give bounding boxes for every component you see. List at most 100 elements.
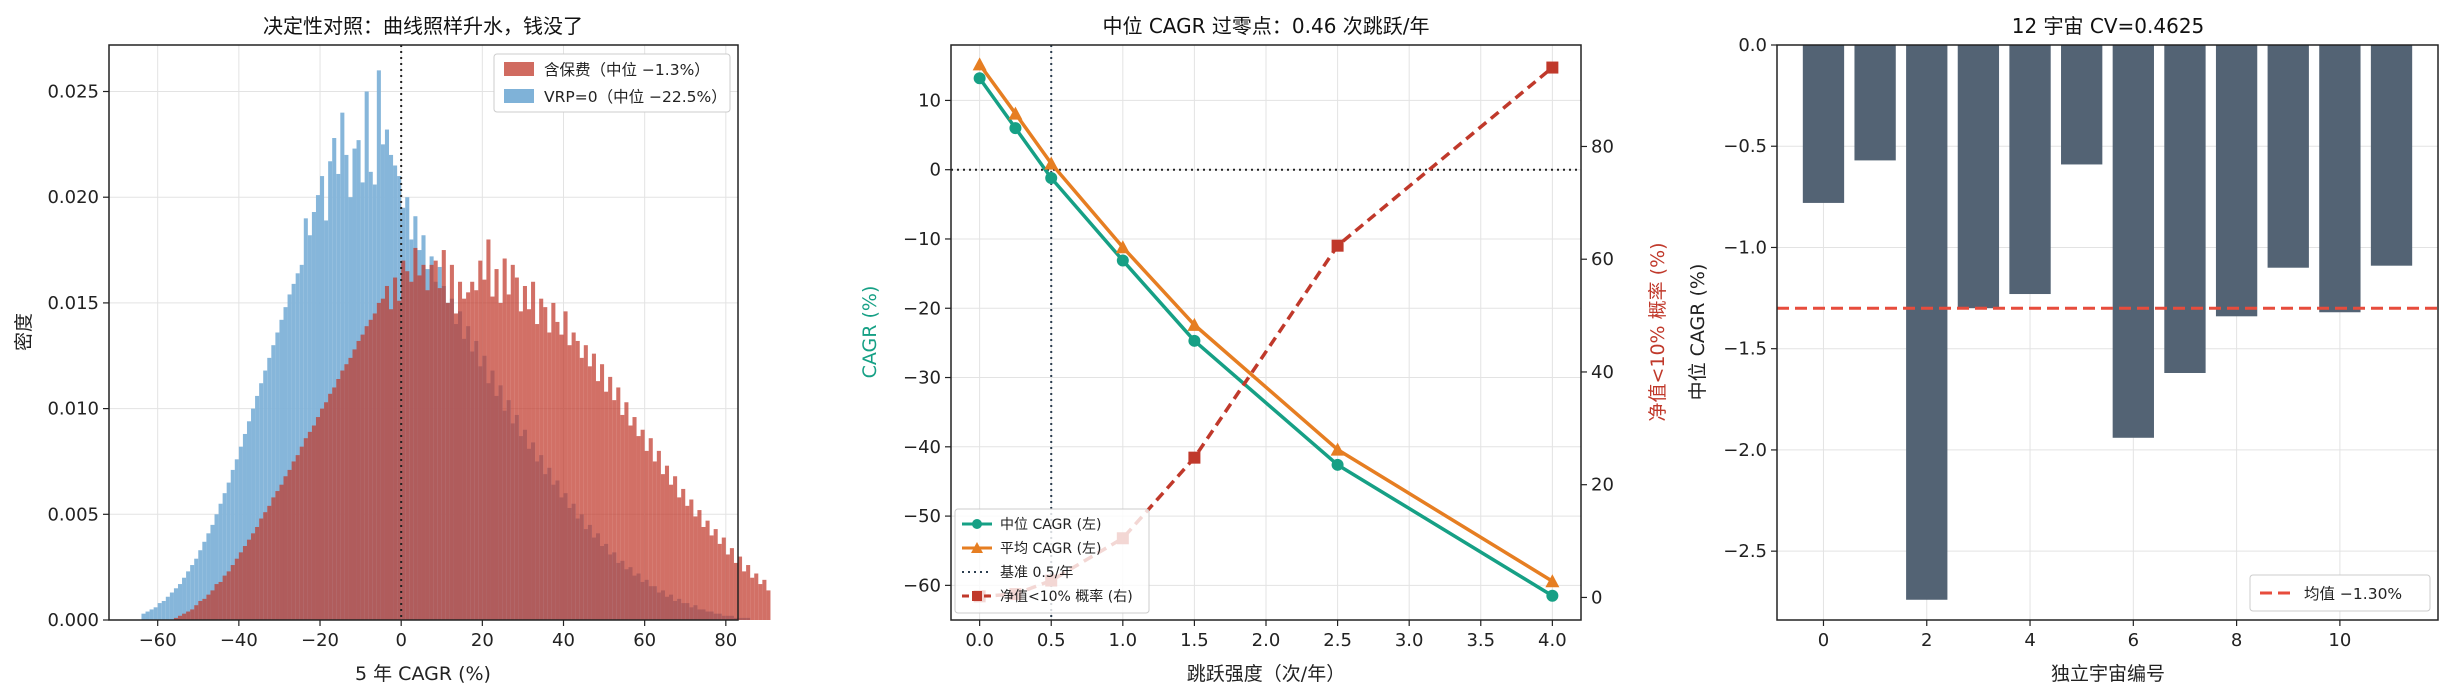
histogram-bar-vrp0 xyxy=(332,138,337,620)
legend: 中位 CAGR (左) 平均 CAGR (左) 基准 0.5/年 净值<10% … xyxy=(954,508,1150,614)
y-axis-label: 密度 xyxy=(13,313,35,351)
bar-universe-4 xyxy=(2009,45,2051,295)
histogram-bar-premium xyxy=(401,260,406,620)
y-tick-label: −1.5 xyxy=(1723,339,1767,360)
histogram-bar-premium xyxy=(206,594,211,620)
histogram-bar-vrp0 xyxy=(210,524,215,620)
histogram-bar-premium xyxy=(364,326,369,620)
histogram-bar-premium xyxy=(494,269,499,620)
histogram-bar-premium xyxy=(441,250,446,620)
histogram-bar-premium xyxy=(729,548,734,620)
histogram-bar-premium xyxy=(595,381,601,620)
histogram-bar-premium xyxy=(681,488,686,620)
histogram-bar-premium xyxy=(604,391,609,620)
histogram-bar-premium xyxy=(738,556,743,620)
histogram-bar-vrp0 xyxy=(218,503,223,620)
x-tick-label: 4.0 xyxy=(1538,630,1567,651)
histogram-bar-premium xyxy=(624,402,629,620)
histogram-bar-premium xyxy=(701,526,706,620)
x-tick-label: 4 xyxy=(2024,630,2035,651)
y-tick-label: 0.010 xyxy=(47,399,99,420)
histogram-bar-premium xyxy=(697,510,702,620)
histogram-bar-premium xyxy=(421,264,426,620)
x-tick-label: 20 xyxy=(471,630,494,651)
point-median xyxy=(1331,458,1344,471)
point-mean xyxy=(972,57,987,71)
bars xyxy=(1802,45,2413,600)
histogram-bar-vrp0 xyxy=(173,588,178,620)
histogram-bar-premium xyxy=(283,476,288,620)
x-tick-label: 2 xyxy=(1921,630,1932,651)
histogram-bar-premium xyxy=(506,294,511,620)
legend-marker-prob xyxy=(972,591,982,601)
histogram-bar-premium xyxy=(539,298,544,620)
histogram-bar-vrp0 xyxy=(287,294,292,620)
point-mean xyxy=(1008,106,1023,120)
histogram-bar-premium xyxy=(198,600,203,620)
histogram-bar-premium xyxy=(336,379,341,620)
histogram-bar-premium xyxy=(356,340,361,620)
y-ticks: 0.0 −0.5 −1.0 −1.5 −2.0 −2.5 xyxy=(1723,35,1777,562)
histogram-bar-premium xyxy=(389,309,394,620)
histogram-bar-vrp0 xyxy=(251,408,256,620)
histogram-bar-premium xyxy=(453,313,458,620)
histogram-bar-premium xyxy=(559,334,564,620)
legend-label-vrp0: VRP=0（中位 −22.5%） xyxy=(544,88,727,106)
histogram-bar-vrp0 xyxy=(263,370,268,620)
histogram-bar-premium xyxy=(348,357,353,620)
histogram-bar-vrp0 xyxy=(315,195,321,620)
histogram-bar-premium xyxy=(242,546,247,620)
x-axis-label: 跳跃强度（次/年） xyxy=(1187,663,1345,685)
histogram-bar-vrp0 xyxy=(242,433,247,620)
x-tick-label: 6 xyxy=(2128,630,2139,651)
histogram-bar-premium xyxy=(636,436,641,620)
bar-universe-10 xyxy=(2319,45,2361,313)
histogram-bar-premium xyxy=(640,429,645,620)
point-prob xyxy=(1546,61,1559,74)
histogram-bar-premium xyxy=(754,573,759,620)
histogram-bar-premium xyxy=(644,450,649,620)
legend-label-mean: 均值 −1.30% xyxy=(2304,585,2402,603)
point-prob xyxy=(1331,239,1344,252)
point-median xyxy=(1045,172,1058,185)
y-right-tick-label: 80 xyxy=(1591,136,1614,157)
histogram-bar-premium xyxy=(526,309,532,620)
histogram-bar-premium xyxy=(742,571,747,620)
histogram-bar-premium xyxy=(510,264,515,620)
histogram-bar-vrp0 xyxy=(230,469,235,620)
x-tick-label: 40 xyxy=(552,630,575,651)
histogram-bar-vrp0 xyxy=(226,482,231,620)
histogram-bar-premium xyxy=(482,279,487,620)
histogram-bar-premium xyxy=(352,349,357,620)
x-tick-label: 3.5 xyxy=(1466,630,1495,651)
x-tick-label: 1.5 xyxy=(1180,630,1209,651)
legend-marker-median xyxy=(972,519,982,529)
histogram-bar-premium xyxy=(267,505,272,620)
x-axis-label: 独立宇宙编号 xyxy=(2051,663,2165,685)
histogram-bar-premium xyxy=(425,290,430,620)
legend-label-median: 中位 CAGR (左) xyxy=(1000,517,1102,533)
x-tick-label: 2.5 xyxy=(1323,630,1352,651)
histogram-bar-premium xyxy=(709,535,714,620)
bar-universe-11 xyxy=(2370,45,2413,266)
y-tick-label: −2.0 xyxy=(1723,440,1767,461)
histogram-bar-premium xyxy=(275,491,280,620)
x-tick-label: 60 xyxy=(633,630,656,651)
histogram-bar-premium xyxy=(380,298,385,620)
histogram-bar-vrp0 xyxy=(182,577,187,620)
histogram-bar-premium xyxy=(470,281,475,620)
x-ticks: −60 −40 −20 0 20 40 60 80 xyxy=(139,620,737,651)
histogram-bar-vrp0 xyxy=(267,357,272,620)
histogram-bar-vrp0 xyxy=(153,607,158,620)
histogram-bar-premium xyxy=(693,516,698,620)
y-tick-label: −60 xyxy=(903,575,941,596)
histogram-bar-premium xyxy=(547,332,552,620)
point-median xyxy=(1116,254,1129,267)
histogram-bar-premium xyxy=(299,446,304,620)
x-tick-label: 0 xyxy=(1818,630,1829,651)
histogram-bar-premium xyxy=(368,319,373,620)
x-ticks: 0 2 4 6 8 10 xyxy=(1818,620,2351,651)
histogram-bar-vrp0 xyxy=(222,493,227,620)
histogram-bar-premium xyxy=(616,387,621,620)
histogram-bar-premium xyxy=(535,324,540,620)
